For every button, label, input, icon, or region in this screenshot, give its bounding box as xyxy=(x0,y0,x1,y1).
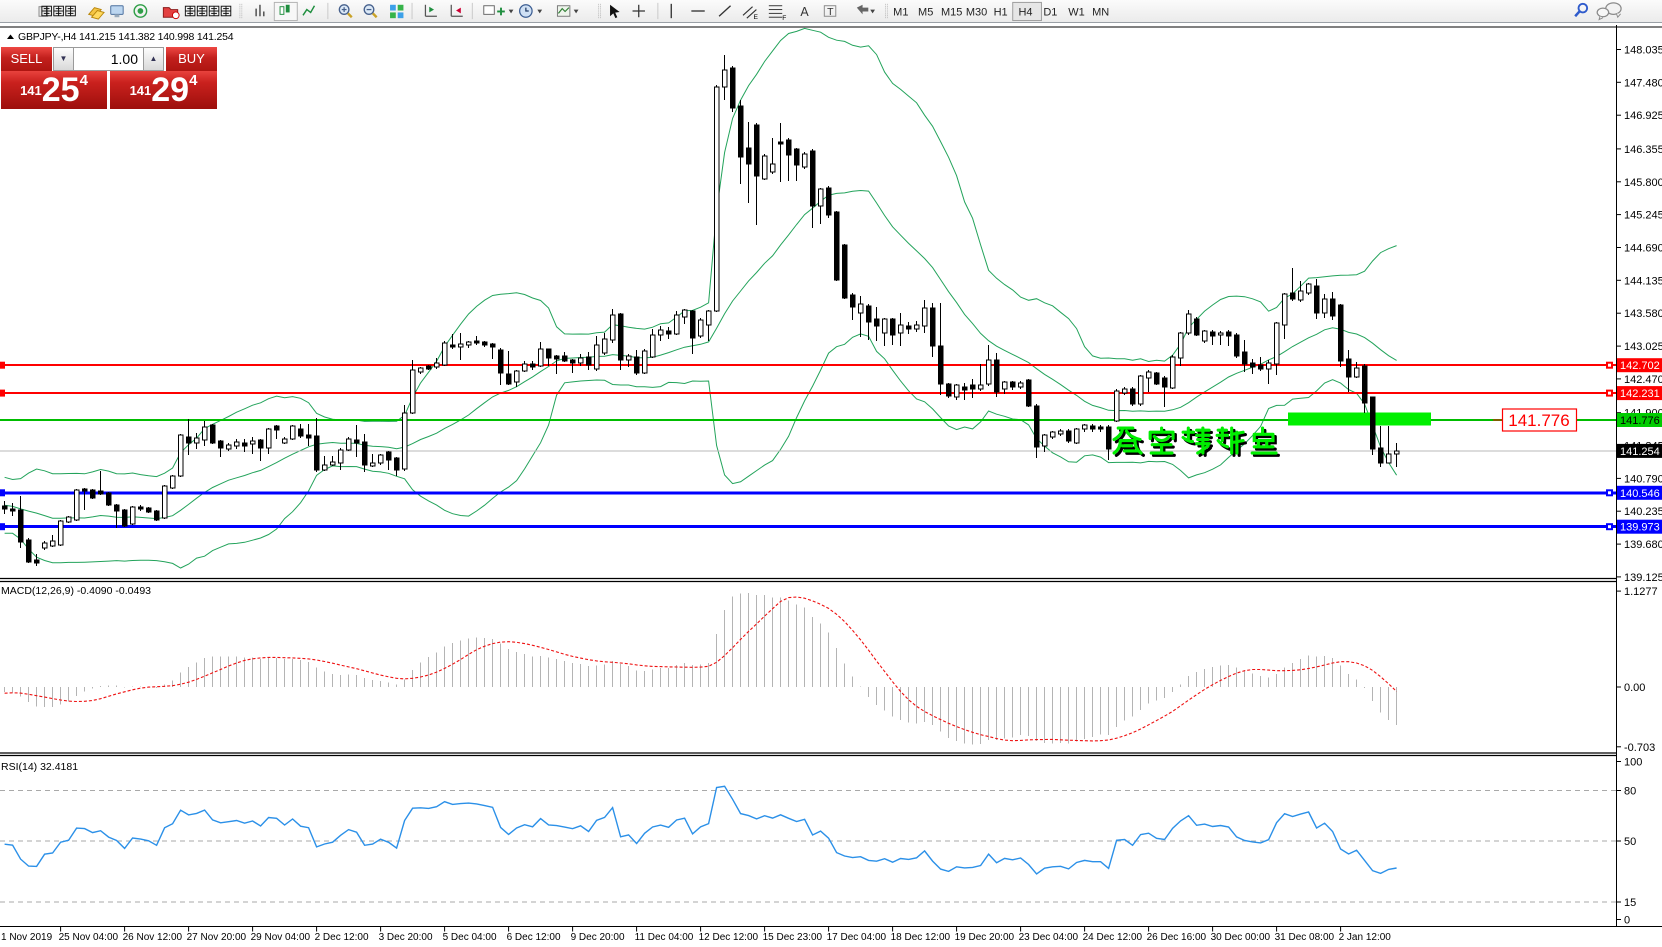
svg-text:141.776: 141.776 xyxy=(1620,415,1660,427)
svg-text:9 Dec 20:00: 9 Dec 20:00 xyxy=(571,932,625,943)
svg-text:148.035: 148.035 xyxy=(1624,45,1662,57)
svg-text:141.254: 141.254 xyxy=(1620,446,1660,458)
svg-text:29 Nov 04:00: 29 Nov 04:00 xyxy=(251,932,311,943)
svg-text:M1: M1 xyxy=(893,6,908,18)
svg-text:145.800: 145.800 xyxy=(1624,177,1662,189)
svg-text:MACD(12,26,9) -0.4090 -0.0493: MACD(12,26,9) -0.4090 -0.0493 xyxy=(1,585,151,597)
svg-text:MN: MN xyxy=(1092,6,1109,18)
svg-text:145.245: 145.245 xyxy=(1624,210,1662,222)
svg-text:E: E xyxy=(754,14,759,21)
svg-text:A: A xyxy=(800,5,809,19)
svg-text:19 Dec 20:00: 19 Dec 20:00 xyxy=(955,932,1015,943)
svg-text:H4: H4 xyxy=(1018,6,1032,18)
svg-text:143.580: 143.580 xyxy=(1624,308,1662,320)
svg-text:31 Dec 08:00: 31 Dec 08:00 xyxy=(1275,932,1335,943)
svg-text:146.925: 146.925 xyxy=(1624,110,1662,122)
svg-text:RSI(14) 32.4181: RSI(14) 32.4181 xyxy=(1,761,78,773)
svg-text:144.135: 144.135 xyxy=(1624,275,1662,287)
svg-text:11 Dec 04:00: 11 Dec 04:00 xyxy=(635,932,694,943)
svg-text:23 Dec 04:00: 23 Dec 04:00 xyxy=(1019,932,1079,943)
svg-text:142.702: 142.702 xyxy=(1620,360,1660,372)
svg-text:26 Dec 16:00: 26 Dec 16:00 xyxy=(1147,932,1207,943)
svg-text:3 Dec 20:00: 3 Dec 20:00 xyxy=(379,932,433,943)
svg-text:T: T xyxy=(827,6,834,18)
svg-text:GBPJPY-,H4 141.215 141.382 14: GBPJPY-,H4 141.215 141.382 140.998 141.2… xyxy=(18,31,234,43)
svg-text:H1: H1 xyxy=(994,6,1008,18)
svg-text:M5: M5 xyxy=(918,6,933,18)
svg-text:12 Dec 12:00: 12 Dec 12:00 xyxy=(699,932,759,943)
svg-text:25 Nov 04:00: 25 Nov 04:00 xyxy=(59,932,119,943)
svg-text:30 Dec 00:00: 30 Dec 00:00 xyxy=(1211,932,1271,943)
svg-text:2 Dec 12:00: 2 Dec 12:00 xyxy=(315,932,369,943)
svg-text:142.231: 142.231 xyxy=(1620,388,1660,400)
svg-text:143.025: 143.025 xyxy=(1624,341,1662,353)
svg-text:140.790: 140.790 xyxy=(1624,473,1662,485)
svg-text:5 Dec 04:00: 5 Dec 04:00 xyxy=(443,932,497,943)
svg-text:15: 15 xyxy=(1624,897,1636,909)
svg-text:24 Dec 12:00: 24 Dec 12:00 xyxy=(1083,932,1143,943)
svg-text:146.355: 146.355 xyxy=(1624,144,1662,156)
svg-text:140.546: 140.546 xyxy=(1620,488,1660,500)
svg-text:139.680: 139.680 xyxy=(1624,539,1662,551)
svg-text:141.776: 141.776 xyxy=(1508,411,1569,430)
svg-text:142.470: 142.470 xyxy=(1624,374,1662,386)
svg-text:1 Nov 2019: 1 Nov 2019 xyxy=(1,932,53,943)
svg-text:50: 50 xyxy=(1624,836,1636,848)
svg-text:27 Nov 20:00: 27 Nov 20:00 xyxy=(187,932,247,943)
svg-text:D1: D1 xyxy=(1043,6,1057,18)
svg-text:2 Jan 12:00: 2 Jan 12:00 xyxy=(1339,932,1392,943)
svg-text:-0.703: -0.703 xyxy=(1624,742,1655,754)
svg-text:147.480: 147.480 xyxy=(1624,77,1662,89)
svg-text:26 Nov 12:00: 26 Nov 12:00 xyxy=(123,932,183,943)
svg-text:80: 80 xyxy=(1624,786,1636,798)
svg-text:6 Dec 12:00: 6 Dec 12:00 xyxy=(507,932,561,943)
svg-text:W1: W1 xyxy=(1068,6,1085,18)
svg-text:100: 100 xyxy=(1624,757,1642,769)
svg-text:1.1277: 1.1277 xyxy=(1624,586,1658,598)
svg-text:139.125: 139.125 xyxy=(1624,572,1662,584)
svg-text:17 Dec 04:00: 17 Dec 04:00 xyxy=(827,932,887,943)
svg-text:F: F xyxy=(782,15,786,22)
svg-text:M30: M30 xyxy=(966,6,987,18)
svg-text:139.973: 139.973 xyxy=(1620,522,1660,534)
svg-text:15 Dec 23:00: 15 Dec 23:00 xyxy=(763,932,823,943)
svg-text:144.690: 144.690 xyxy=(1624,243,1662,255)
svg-text:140.235: 140.235 xyxy=(1624,506,1662,518)
svg-text:18 Dec 12:00: 18 Dec 12:00 xyxy=(891,932,951,943)
svg-text:0: 0 xyxy=(1624,915,1630,927)
svg-text:M15: M15 xyxy=(941,6,962,18)
svg-text:0.00: 0.00 xyxy=(1624,682,1645,694)
